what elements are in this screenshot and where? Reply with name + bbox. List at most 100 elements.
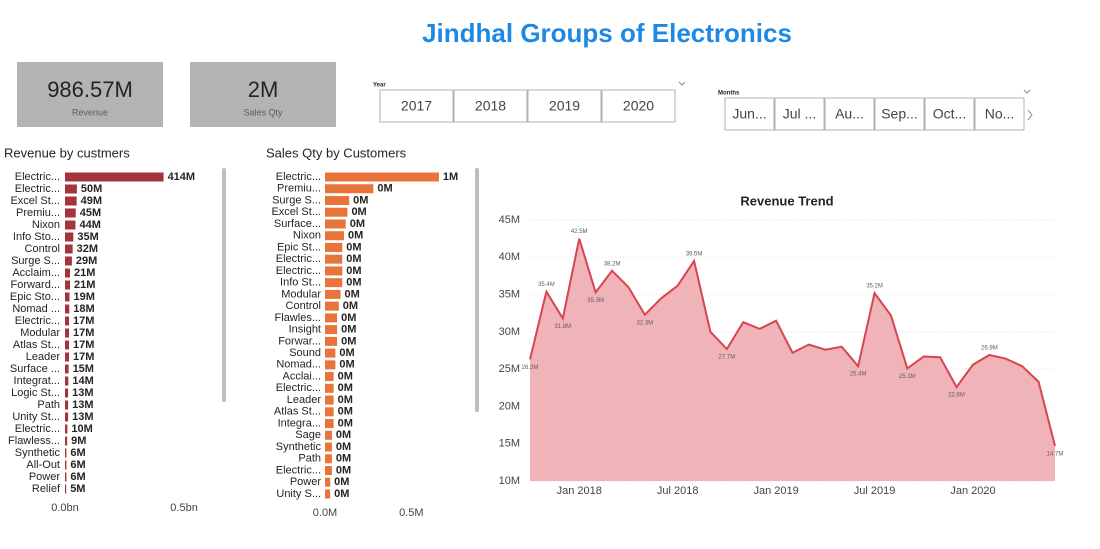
data-label: 22.6M xyxy=(948,393,965,399)
category-label: Leader xyxy=(26,351,61,363)
bar xyxy=(325,383,334,393)
data-label: 39.5M xyxy=(686,252,703,258)
page-title: Jindhal Groups of Electronics xyxy=(422,18,792,48)
category-label: Relief xyxy=(32,483,61,495)
value-label: 0M xyxy=(341,312,356,324)
slicer-option-label[interactable]: 2020 xyxy=(623,98,654,114)
bar xyxy=(65,472,67,482)
slicer-option-label[interactable]: 2017 xyxy=(401,98,432,114)
scroll-arrow[interactable] xyxy=(1027,109,1033,121)
category-label: Acclai... xyxy=(282,370,321,382)
y-tick-label: 35M xyxy=(499,288,520,300)
category-label: Unity S... xyxy=(276,488,321,500)
value-label: 0M xyxy=(346,277,361,289)
category-label: Excel St... xyxy=(271,206,321,218)
value-label: 15M xyxy=(73,363,94,375)
bar xyxy=(325,454,332,464)
category-label: Electric... xyxy=(276,171,321,183)
category-label: Power xyxy=(290,476,322,488)
slicer-option-label[interactable]: 2018 xyxy=(475,98,506,114)
x-tick-label: Jul 2018 xyxy=(657,485,699,497)
category-label: Epic Sto... xyxy=(10,291,60,303)
category-label: Control xyxy=(286,300,321,312)
category-label: Synthetic xyxy=(276,441,322,453)
y-tick-label: 30M xyxy=(499,326,520,338)
slicer-option[interactable] xyxy=(924,97,975,131)
bar xyxy=(325,419,334,429)
data-label: 32.3M xyxy=(637,320,654,326)
chevron[interactable] xyxy=(1023,89,1031,94)
category-label: Surge S... xyxy=(272,194,321,206)
slicer-option-label[interactable]: Sep... xyxy=(881,106,918,122)
slicer-option-label[interactable]: Jun... xyxy=(732,106,766,122)
bar xyxy=(65,448,67,458)
bar xyxy=(65,316,70,326)
y-tick-label: 20M xyxy=(499,400,520,412)
bar xyxy=(325,289,341,299)
bar xyxy=(65,208,76,218)
value-label: 0M xyxy=(338,417,353,429)
category-label: Surface ... xyxy=(10,363,60,375)
line xyxy=(529,238,1056,447)
x-tick-label: 0.5M xyxy=(399,507,423,519)
value-label: 6M xyxy=(70,471,85,483)
category-label: Control xyxy=(25,243,60,255)
slicer-option-label[interactable]: No... xyxy=(985,106,1015,122)
bar xyxy=(325,242,343,252)
slicer-option[interactable] xyxy=(774,97,825,131)
category-label: Electric... xyxy=(276,265,321,277)
slicer-option[interactable] xyxy=(824,97,875,131)
scrollbar[interactable] xyxy=(475,168,479,412)
category-label: Flawles... xyxy=(275,312,321,324)
bar xyxy=(65,400,69,410)
value-label: 0M xyxy=(338,394,353,406)
slicer-option[interactable] xyxy=(379,89,454,123)
scrollbar[interactable] xyxy=(222,168,226,402)
value-label: 0M xyxy=(345,288,360,300)
value-label: 0M xyxy=(338,382,353,394)
category-label: Surface... xyxy=(274,218,321,230)
category-label: Electric... xyxy=(276,382,321,394)
value-label: 6M xyxy=(70,459,85,471)
value-label: 0M xyxy=(377,183,392,195)
bar xyxy=(65,304,70,314)
value-label: 10M xyxy=(71,423,92,435)
slicer-option-label[interactable]: Au... xyxy=(835,106,864,122)
slicer-option[interactable] xyxy=(874,97,925,131)
card-value: 986.57M xyxy=(47,77,133,102)
category-label: Electric... xyxy=(276,464,321,476)
category-label: Nomad... xyxy=(276,359,321,371)
bar xyxy=(325,360,336,370)
value-label: 0M xyxy=(334,488,349,500)
y-tick-label: 15M xyxy=(499,438,520,450)
slicer-option[interactable] xyxy=(601,89,676,123)
bar xyxy=(65,172,164,182)
bar xyxy=(65,460,67,470)
slicer-option-label[interactable]: Oct... xyxy=(933,106,966,122)
value-label: 13M xyxy=(72,411,93,423)
slicer-option[interactable] xyxy=(527,89,602,123)
bar xyxy=(325,207,348,217)
chevron[interactable] xyxy=(678,81,686,86)
bar xyxy=(325,313,338,323)
bar xyxy=(65,352,70,362)
value-label: 13M xyxy=(72,387,93,399)
slicer-option[interactable] xyxy=(974,97,1025,131)
category-label: Modular xyxy=(281,288,321,300)
value-label: 0M xyxy=(343,300,358,312)
value-label: 13M xyxy=(72,399,93,411)
bar xyxy=(325,407,334,417)
bar xyxy=(325,489,331,499)
category-label: Electric... xyxy=(15,423,60,435)
slicer-option-label[interactable]: 2019 xyxy=(549,98,580,114)
slicer-option-label[interactable]: Jul ... xyxy=(783,106,816,122)
category-label: Flawless... xyxy=(8,435,60,447)
bar xyxy=(325,372,334,382)
bar xyxy=(325,172,439,182)
slicer-option[interactable] xyxy=(453,89,528,123)
bar xyxy=(325,278,343,288)
slicer-option[interactable] xyxy=(724,97,775,131)
bar xyxy=(65,388,69,398)
category-label: Insight xyxy=(289,324,321,336)
